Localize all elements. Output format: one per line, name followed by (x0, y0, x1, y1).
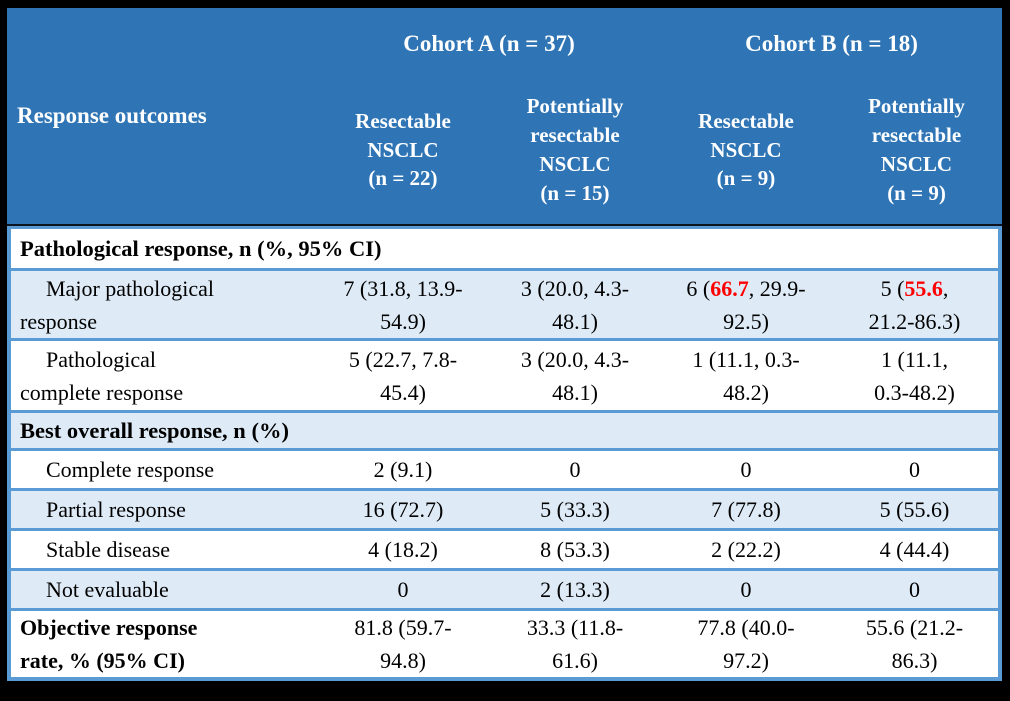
cell-value: 1 (11.1, 0.3-48.2) (831, 338, 1003, 410)
cell-value: 4 (44.4) (831, 528, 1003, 568)
cell-value: 8 (53.3) (489, 528, 661, 568)
cell-value: 55.6 (21.2- 86.3) (831, 608, 1003, 681)
cell-value: 6 (66.7, 29.9- 92.5) (661, 268, 831, 338)
cell-value: 0 (661, 568, 831, 608)
cell-value: 5 (55.6) (831, 488, 1003, 528)
response-outcomes-table-container: Response outcomes Cohort A (n = 37) Coho… (7, 8, 1003, 681)
col-header-cohort-a-potentially-resectable: Potentially resectable NSCLC (n = 15) (489, 80, 661, 226)
col-header-cohort-b: Cohort B (n = 18) (661, 8, 1003, 80)
row-label: Partial response (7, 488, 317, 528)
cell-value: 0 (317, 568, 489, 608)
cell-value: 3 (20.0, 4.3- 48.1) (489, 338, 661, 410)
cell-value: 5 (33.3) (489, 488, 661, 528)
cell-value: 2 (9.1) (317, 448, 489, 488)
section-label: Best overall response, n (%) (7, 410, 1003, 448)
subcolumn-header-row: Resectable NSCLC (n = 22) Potentially re… (7, 80, 1003, 226)
cell-value: 2 (13.3) (489, 568, 661, 608)
row-label: Objective response rate, % (95% CI) (7, 608, 317, 681)
cell-value: 1 (11.1, 0.3- 48.2) (661, 338, 831, 410)
row-label: Stable disease (7, 528, 317, 568)
cell-value: 7 (31.8, 13.9- 54.9) (317, 268, 489, 338)
table-row-complete-response: Complete response 2 (9.1) 0 0 0 (7, 448, 1003, 488)
table-row-major-pathological-response: Major pathological response 7 (31.8, 13.… (7, 268, 1003, 338)
row-label: Major pathological response (7, 268, 317, 338)
cell-value: 0 (489, 448, 661, 488)
value-suffix: , 29.9- 92.5) (723, 275, 806, 334)
section-label: Pathological response, n (%, 95% CI) (7, 226, 1003, 268)
response-outcomes-table: Response outcomes Cohort A (n = 37) Coho… (7, 8, 1003, 681)
row-label: Complete response (7, 448, 317, 488)
highlighted-value: 55.6 (904, 275, 943, 301)
cell-value: 5 (55.6, 21.2-86.3) (831, 268, 1003, 338)
table-body: Pathological response, n (%, 95% CI) Maj… (7, 226, 1003, 681)
col-header-cohort-a-resectable: Resectable NSCLC (n = 22) (317, 80, 489, 226)
table-row-not-evaluable: Not evaluable 0 2 (13.3) 0 0 (7, 568, 1003, 608)
cell-value: 7 (77.8) (661, 488, 831, 528)
col-header-cohort-b-resectable: Resectable NSCLC (n = 9) (661, 80, 831, 226)
cell-value: 0 (831, 448, 1003, 488)
section-row-best-overall-response: Best overall response, n (%) (7, 410, 1003, 448)
cell-value: 0 (831, 568, 1003, 608)
cell-value: 4 (18.2) (317, 528, 489, 568)
table-header: Response outcomes Cohort A (n = 37) Coho… (7, 8, 1003, 226)
table-row-objective-response-rate: Objective response rate, % (95% CI) 81.8… (7, 608, 1003, 681)
cell-value: 16 (72.7) (317, 488, 489, 528)
section-row-pathological-response: Pathological response, n (%, 95% CI) (7, 226, 1003, 268)
cell-value: 2 (22.2) (661, 528, 831, 568)
value-prefix: 6 ( (686, 275, 711, 301)
value-suffix: , 21.2-86.3) (868, 275, 961, 334)
cell-value: 3 (20.0, 4.3- 48.1) (489, 268, 661, 338)
cell-value: 81.8 (59.7- 94.8) (317, 608, 489, 681)
col-header-response-outcomes: Response outcomes (7, 8, 317, 226)
col-header-cohort-b-potentially-resectable: Potentially resectable NSCLC (n = 9) (831, 80, 1003, 226)
value-prefix: 5 ( (880, 275, 905, 301)
table-row-pathological-complete-response: Pathological complete response 5 (22.7, … (7, 338, 1003, 410)
cell-value: 0 (661, 448, 831, 488)
cell-value: 5 (22.7, 7.8- 45.4) (317, 338, 489, 410)
table-row-stable-disease: Stable disease 4 (18.2) 8 (53.3) 2 (22.2… (7, 528, 1003, 568)
row-label: Pathological complete response (7, 338, 317, 410)
row-label: Not evaluable (7, 568, 317, 608)
cohort-header-row: Response outcomes Cohort A (n = 37) Coho… (7, 8, 1003, 226)
highlighted-value: 66.7 (710, 275, 749, 301)
cell-value: 33.3 (11.8- 61.6) (489, 608, 661, 681)
col-header-cohort-a: Cohort A (n = 37) (317, 8, 661, 80)
table-row-partial-response: Partial response 16 (72.7) 5 (33.3) 7 (7… (7, 488, 1003, 528)
cell-value: 77.8 (40.0- 97.2) (661, 608, 831, 681)
